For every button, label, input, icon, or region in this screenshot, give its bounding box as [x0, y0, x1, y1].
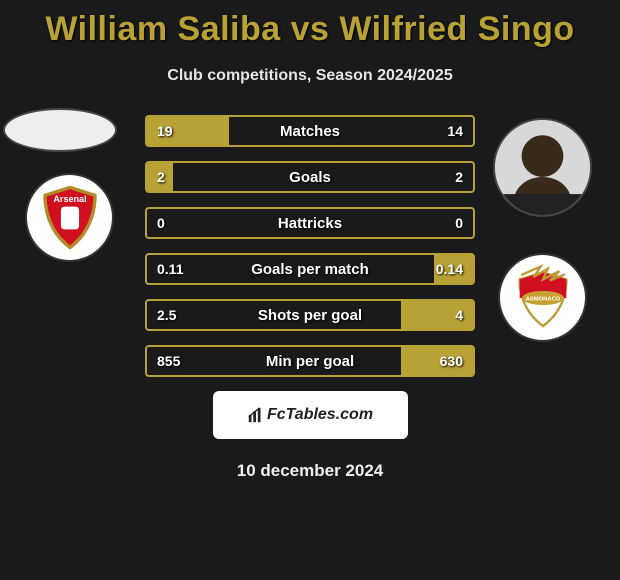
stat-value-right: 0.14	[436, 261, 463, 277]
comparison-content: Arsenal ASMONACO 19Matches14 2Goals2 0Hatt…	[0, 115, 620, 377]
stat-label: Goals per match	[147, 261, 473, 278]
stat-value-right: 14	[447, 123, 463, 139]
stat-bar: 2Goals2	[145, 161, 475, 193]
chart-icon	[247, 406, 265, 424]
stat-bar: 0Hattricks0	[145, 207, 475, 239]
player-right-avatar	[495, 120, 590, 215]
player-left-avatar	[5, 110, 115, 150]
stat-label: Matches	[147, 123, 473, 140]
stat-bar: 2.5Shots per goal4	[145, 299, 475, 331]
stat-bar: 855Min per goal630	[145, 345, 475, 377]
stat-value-right: 2	[455, 169, 463, 185]
stat-bar: 19Matches14	[145, 115, 475, 147]
watermark-label: FcTables.com	[267, 406, 373, 424]
page-title: William Saliba vs Wilfried Singo	[0, 0, 620, 49]
svg-text:ASMONACO: ASMONACO	[525, 296, 560, 302]
subtitle: Club competitions, Season 2024/2025	[0, 67, 620, 85]
stat-label: Min per goal	[147, 353, 473, 370]
club-right-logo: ASMONACO	[500, 255, 585, 340]
stat-bar: 0.11Goals per match0.14	[145, 253, 475, 285]
club-left-logo: Arsenal	[27, 175, 112, 260]
stat-value-right: 4	[455, 307, 463, 323]
svg-text:Arsenal: Arsenal	[53, 194, 86, 204]
stat-label: Goals	[147, 169, 473, 186]
stats-bars: 19Matches14 2Goals2 0Hattricks0 0.11Goals p…	[145, 115, 475, 377]
stat-value-right: 0	[455, 215, 463, 231]
stat-value-right: 630	[440, 353, 463, 369]
watermark: FcTables.com	[213, 391, 408, 439]
stat-label: Hattricks	[147, 215, 473, 232]
stat-label: Shots per goal	[147, 307, 473, 324]
date-label: 10 december 2024	[0, 461, 620, 481]
